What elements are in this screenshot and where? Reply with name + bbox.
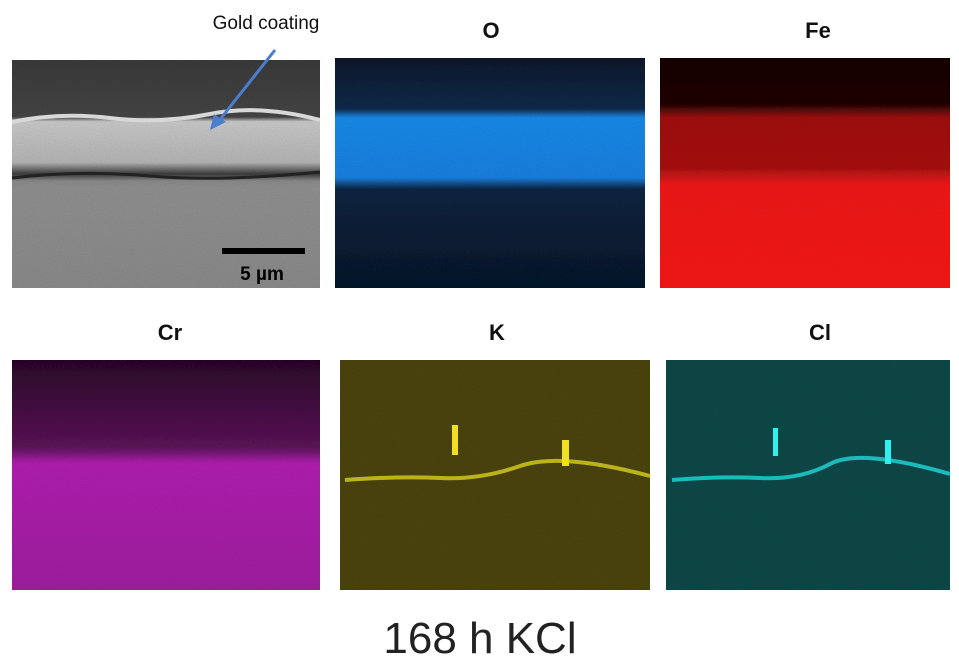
annotation: Gold coating xyxy=(213,13,320,34)
sem-panel: 5 µm Gold coating xyxy=(12,13,320,288)
map-panel: Cl xyxy=(666,320,950,590)
map-panel: K xyxy=(340,320,650,590)
map-image xyxy=(335,58,645,288)
map-title: O xyxy=(482,18,499,43)
map-panel: Cr xyxy=(12,320,320,590)
map-title: Cl xyxy=(809,320,831,345)
map-image xyxy=(660,58,950,288)
map-title: K xyxy=(489,320,505,345)
caption: 168 h KCl xyxy=(383,614,576,659)
figure: 5 µm Gold coating O Fe Cr K Cl 168 h KCl xyxy=(0,0,959,659)
map-panel: O xyxy=(335,18,645,288)
spot xyxy=(452,425,458,455)
spot xyxy=(562,440,569,466)
spot xyxy=(773,428,778,456)
spot xyxy=(885,440,891,464)
map-title: Fe xyxy=(805,18,831,43)
map-title: Cr xyxy=(158,320,183,345)
scale-label: 5 µm xyxy=(240,264,284,285)
map-image xyxy=(12,360,320,590)
map-panel: Fe xyxy=(660,18,950,288)
